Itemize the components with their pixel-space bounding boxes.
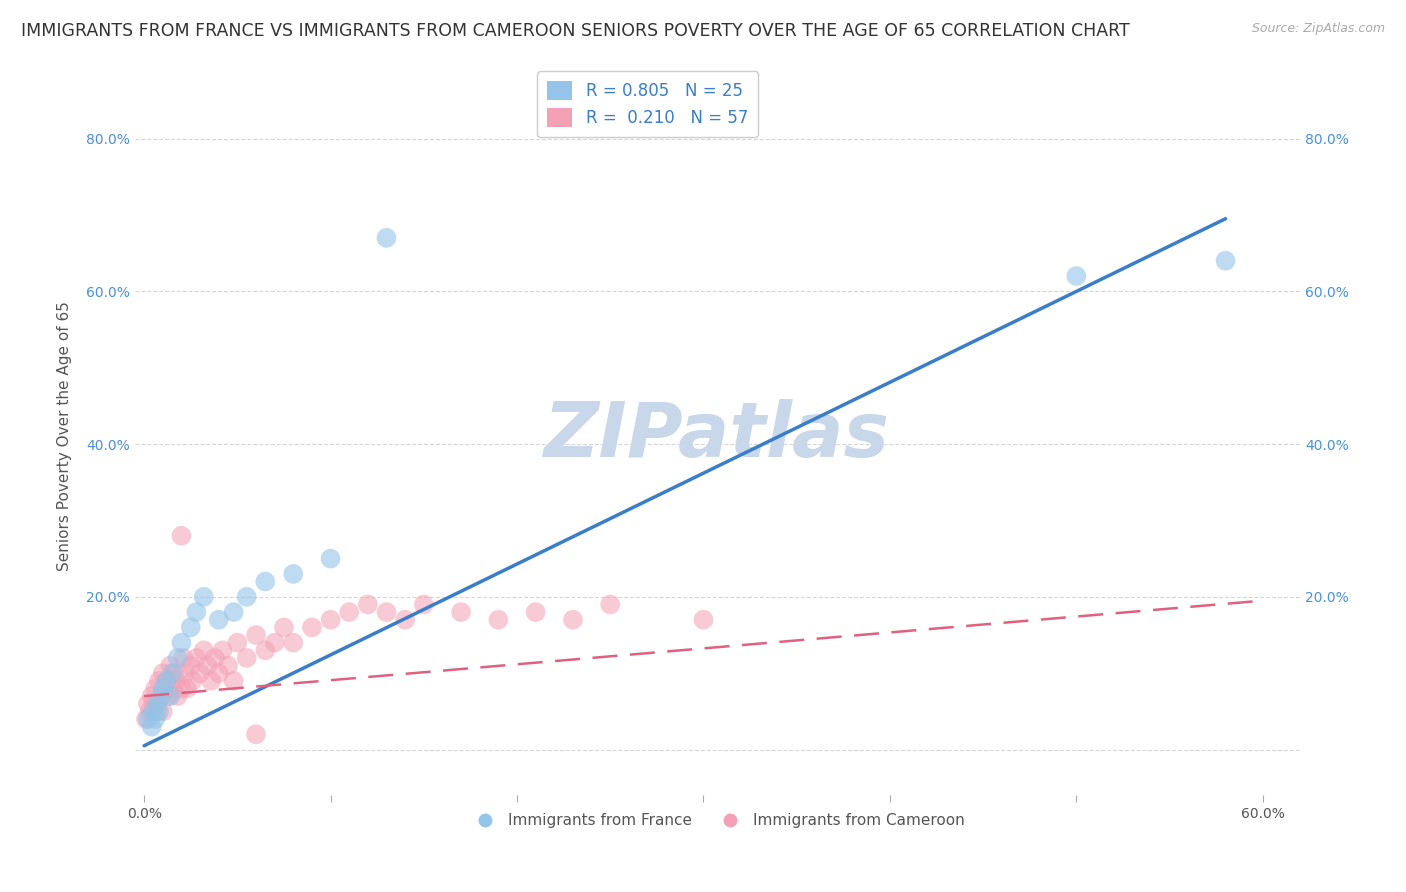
Point	[149, 689, 172, 703]
Point	[245, 628, 267, 642]
Point	[273, 620, 295, 634]
Point	[254, 574, 277, 589]
Point	[166, 689, 188, 703]
Point	[301, 620, 323, 634]
Point	[524, 605, 547, 619]
Point	[172, 651, 194, 665]
Point	[186, 605, 208, 619]
Point	[155, 673, 177, 688]
Point	[254, 643, 277, 657]
Point	[200, 673, 222, 688]
Point	[153, 681, 176, 696]
Point	[245, 727, 267, 741]
Point	[166, 651, 188, 665]
Point	[486, 613, 509, 627]
Point	[152, 681, 174, 696]
Point	[211, 643, 233, 657]
Y-axis label: Seniors Poverty Over the Age of 65: Seniors Poverty Over the Age of 65	[58, 301, 72, 572]
Point	[188, 666, 211, 681]
Text: IMMIGRANTS FROM FRANCE VS IMMIGRANTS FROM CAMEROON SENIORS POVERTY OVER THE AGE : IMMIGRANTS FROM FRANCE VS IMMIGRANTS FRO…	[21, 22, 1130, 40]
Point	[599, 598, 621, 612]
Point	[148, 705, 170, 719]
Point	[1066, 268, 1088, 283]
Point	[222, 673, 245, 688]
Point	[160, 666, 183, 681]
Point	[562, 613, 585, 627]
Point	[283, 566, 305, 581]
Point	[170, 635, 193, 649]
Point	[337, 605, 360, 619]
Point	[180, 620, 202, 634]
Point	[174, 666, 197, 681]
Point	[138, 705, 160, 719]
Point	[170, 529, 193, 543]
Point	[142, 697, 165, 711]
Point	[181, 673, 204, 688]
Point	[692, 613, 714, 627]
Point	[149, 689, 172, 703]
Text: Source: ZipAtlas.com: Source: ZipAtlas.com	[1251, 22, 1385, 36]
Point	[263, 635, 285, 649]
Point	[136, 712, 159, 726]
Point	[204, 651, 226, 665]
Point	[159, 689, 181, 703]
Point	[394, 613, 416, 627]
Point	[159, 658, 181, 673]
Point	[155, 673, 177, 688]
Point	[148, 673, 170, 688]
Point	[141, 720, 163, 734]
Point	[176, 681, 198, 696]
Point	[208, 613, 231, 627]
Point	[141, 689, 163, 703]
Point	[170, 681, 193, 696]
Point	[208, 666, 231, 681]
Point	[152, 705, 174, 719]
Legend: Immigrants from France, Immigrants from Cameroon: Immigrants from France, Immigrants from …	[464, 807, 972, 834]
Point	[146, 697, 169, 711]
Point	[235, 651, 257, 665]
Point	[165, 673, 187, 688]
Point	[186, 651, 208, 665]
Point	[375, 605, 398, 619]
Point	[283, 635, 305, 649]
Point	[197, 658, 219, 673]
Point	[319, 613, 342, 627]
Point	[135, 712, 157, 726]
Point	[180, 658, 202, 673]
Point	[235, 590, 257, 604]
Point	[222, 605, 245, 619]
Point	[412, 598, 434, 612]
Point	[193, 590, 215, 604]
Point	[450, 605, 472, 619]
Point	[142, 705, 165, 719]
Point	[152, 666, 174, 681]
Point	[375, 231, 398, 245]
Text: ZIPatlas: ZIPatlas	[544, 400, 890, 474]
Point	[319, 551, 342, 566]
Point	[1215, 253, 1237, 268]
Point	[226, 635, 249, 649]
Point	[163, 666, 186, 681]
Point	[146, 705, 169, 719]
Point	[136, 697, 159, 711]
Point	[217, 658, 239, 673]
Point	[143, 681, 166, 696]
Point	[193, 643, 215, 657]
Point	[143, 712, 166, 726]
Point	[160, 681, 183, 696]
Point	[357, 598, 380, 612]
Point	[157, 689, 180, 703]
